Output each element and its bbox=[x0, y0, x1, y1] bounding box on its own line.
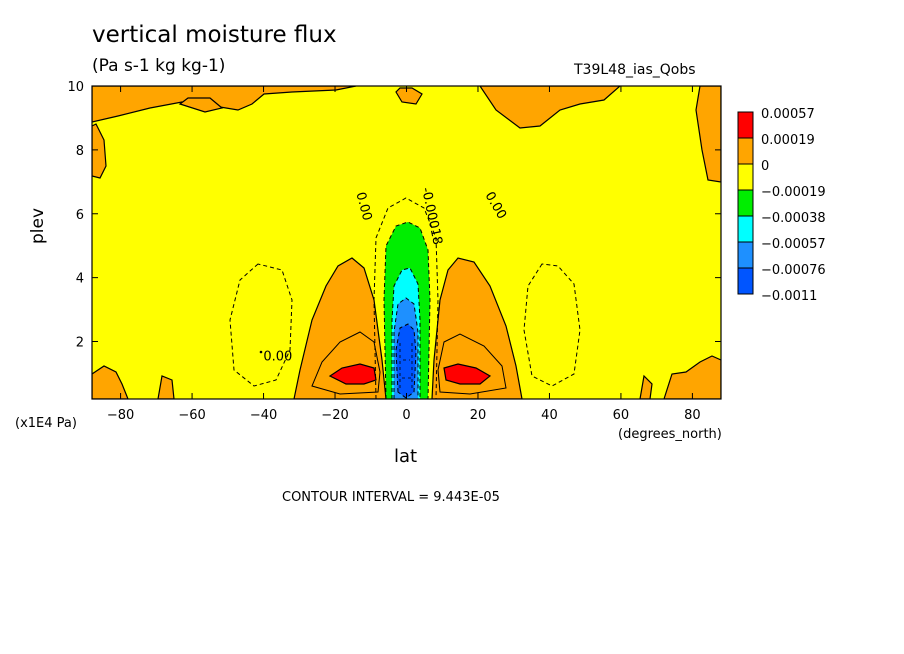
chart-subtitle: (Pa s-1 kg kg-1) bbox=[92, 56, 226, 76]
contour-region-strong-positive bbox=[328, 363, 377, 385]
x-tick-label: 60 bbox=[613, 408, 630, 423]
contour-region-positive bbox=[663, 355, 721, 399]
legend-label: 0 bbox=[761, 159, 769, 174]
contour-region-positive bbox=[157, 375, 175, 399]
contour-region-positive bbox=[178, 97, 224, 113]
contour-label: 0.00 bbox=[352, 191, 374, 223]
legend-label: −0.00038 bbox=[761, 211, 826, 226]
legend-swatch bbox=[737, 189, 754, 217]
legend-swatch bbox=[737, 241, 754, 269]
x-axis-units: (degrees_north) bbox=[618, 427, 722, 442]
contour-inner-dashed bbox=[399, 340, 413, 388]
x-axis-label: lat bbox=[394, 446, 418, 467]
contour-region-strong-positive bbox=[443, 363, 492, 385]
y-tick-label: 6 bbox=[76, 208, 84, 223]
contour-region-inner bbox=[311, 331, 381, 395]
legend-label: 0.00019 bbox=[761, 133, 815, 148]
x-tick-label: −20 bbox=[321, 408, 348, 423]
contour-point bbox=[259, 350, 263, 354]
contour-region-positive bbox=[293, 257, 387, 399]
contour-dashed-loop bbox=[523, 263, 581, 387]
x-tick-label: −40 bbox=[250, 408, 277, 423]
contour-region-inner bbox=[437, 333, 507, 395]
legend-swatch bbox=[737, 137, 754, 165]
colorbar-legend: 0.00057 0.00019 0 −0.00019 −0.00038 −0.00057 −… bbox=[737, 107, 826, 304]
legend-label: −0.00019 bbox=[761, 185, 826, 200]
y-tick-label: 8 bbox=[76, 144, 84, 159]
contour-region-positive bbox=[395, 87, 423, 105]
legend-label: 0.00057 bbox=[761, 107, 815, 122]
x-tick-label: 0 bbox=[402, 408, 410, 423]
contour-region-positive bbox=[92, 123, 107, 179]
contour-region-positive bbox=[479, 86, 621, 129]
contour-region-positive bbox=[92, 86, 357, 123]
y-tick-label: 4 bbox=[76, 272, 84, 287]
contour-dashed-loop bbox=[229, 263, 293, 387]
x-tick-label: 80 bbox=[684, 408, 701, 423]
y-tick-label: 10 bbox=[67, 80, 84, 95]
contour-region-negative-4 bbox=[395, 323, 417, 399]
x-tick-label: −80 bbox=[107, 408, 134, 423]
legend-label: −0.0011 bbox=[761, 289, 817, 304]
x-axis-ticks: −80 −60 −40 −20 0 20 40 60 80 bbox=[107, 86, 701, 423]
legend-swatch bbox=[737, 267, 754, 295]
y-axis-ticks: 2 4 6 8 10 bbox=[67, 80, 721, 351]
legend-swatch bbox=[737, 111, 754, 139]
legend-swatch bbox=[737, 163, 754, 191]
x-tick-label: 20 bbox=[470, 408, 487, 423]
legend-label: −0.00057 bbox=[761, 237, 826, 252]
y-axis-units: (x1E4 Pa) bbox=[15, 416, 77, 431]
legend-swatch bbox=[737, 215, 754, 243]
x-tick-label: −60 bbox=[178, 408, 205, 423]
contour-region-positive bbox=[639, 374, 653, 399]
contour-region-positive bbox=[92, 365, 129, 399]
chart-title: vertical moisture flux bbox=[92, 22, 337, 48]
contour-region-positive bbox=[695, 86, 721, 183]
contour-label: 0.00 bbox=[263, 350, 292, 365]
x-tick-label: 40 bbox=[541, 408, 558, 423]
run-label: T39L48_ias_Qobs bbox=[574, 62, 696, 78]
contour-interval-note: CONTOUR INTERVAL = 9.443E-05 bbox=[282, 490, 500, 505]
y-tick-label: 2 bbox=[76, 336, 84, 351]
contour-outer-dashed bbox=[373, 197, 439, 399]
legend-label: −0.00076 bbox=[761, 263, 826, 278]
contour-field bbox=[92, 86, 721, 399]
